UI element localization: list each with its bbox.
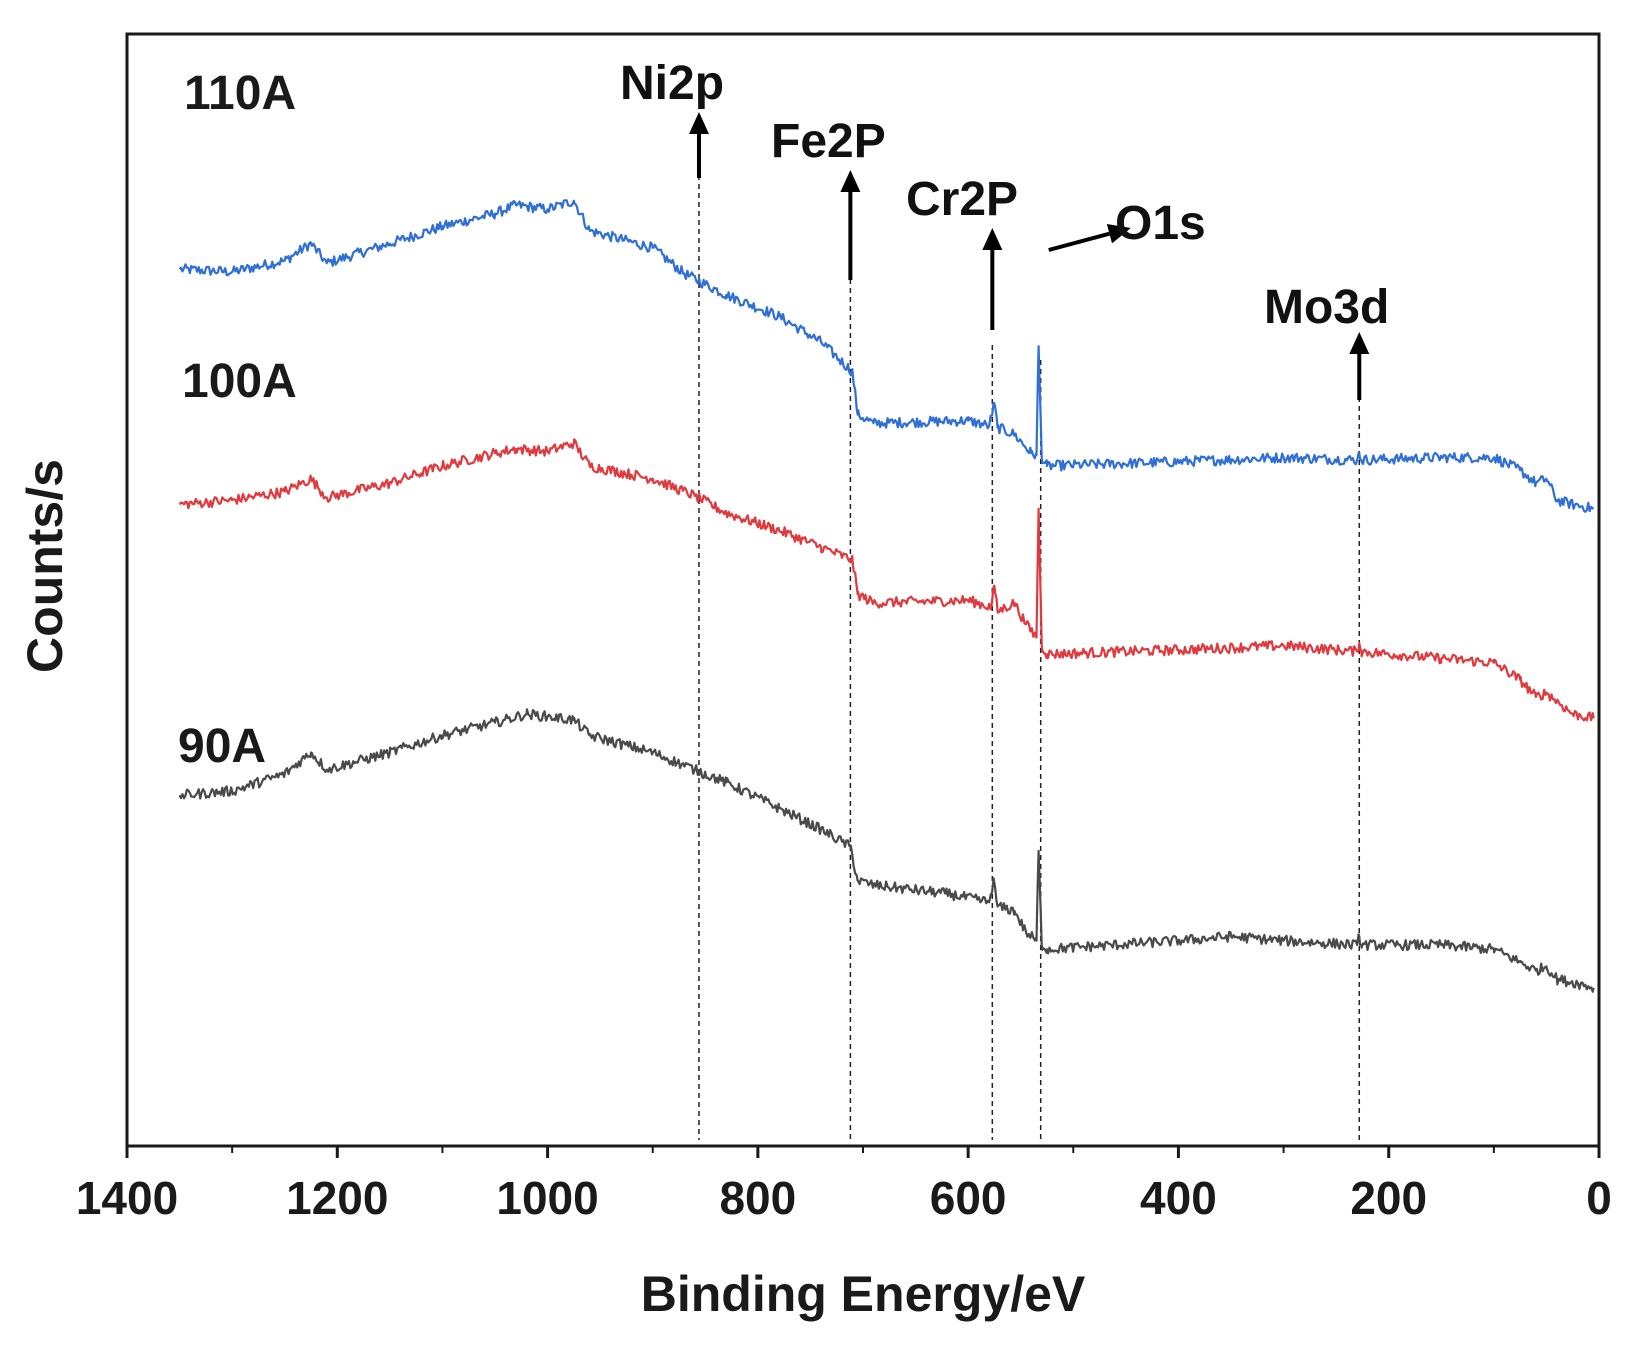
arrow-fe2p xyxy=(840,170,861,280)
x-axis-title: Binding Energy/eV xyxy=(641,1266,1086,1322)
x-tick-label-1400: 1400 xyxy=(76,1172,178,1224)
series-line-100A xyxy=(178,438,1595,722)
x-tick-label-400: 400 xyxy=(1140,1172,1217,1224)
peak-label-cr2p: Cr2P xyxy=(906,173,1018,226)
series-label-110A: 110A xyxy=(184,67,296,120)
peak-label-o1s: O1s xyxy=(1115,197,1206,250)
peak-arrows xyxy=(688,112,1370,400)
arrow-cr2p xyxy=(982,228,1003,330)
plot-frame xyxy=(125,32,1601,1148)
x-tick-label-200: 200 xyxy=(1350,1172,1427,1224)
series-line-90A xyxy=(178,708,1595,993)
x-tick-label-1000: 1000 xyxy=(496,1172,598,1224)
x-tick-label-1200: 1200 xyxy=(286,1172,388,1224)
arrow-ni2p xyxy=(688,112,709,178)
x-tick-label-600: 600 xyxy=(930,1172,1007,1224)
x-tick-label-0: 0 xyxy=(1586,1172,1612,1224)
peak-label-mo3d: Mo3d xyxy=(1264,281,1389,334)
x-tick-label-800: 800 xyxy=(719,1172,796,1224)
x-axis-ticks: 1400 1200 1000 800 600 400 200 0 xyxy=(76,1146,1612,1224)
arrow-mo3d xyxy=(1349,332,1370,400)
series-label-90A: 90A xyxy=(178,720,266,773)
peak-label-fe2p: Fe2P xyxy=(771,115,886,168)
peak-label-ni2p: Ni2p xyxy=(620,57,724,110)
series-line-110A xyxy=(178,199,1595,513)
y-axis-title: Counts/s xyxy=(17,459,73,673)
series-label-100A: 100A xyxy=(182,355,297,408)
peak-guide-lines xyxy=(698,175,1361,1140)
arrow-o1s xyxy=(1048,224,1131,252)
